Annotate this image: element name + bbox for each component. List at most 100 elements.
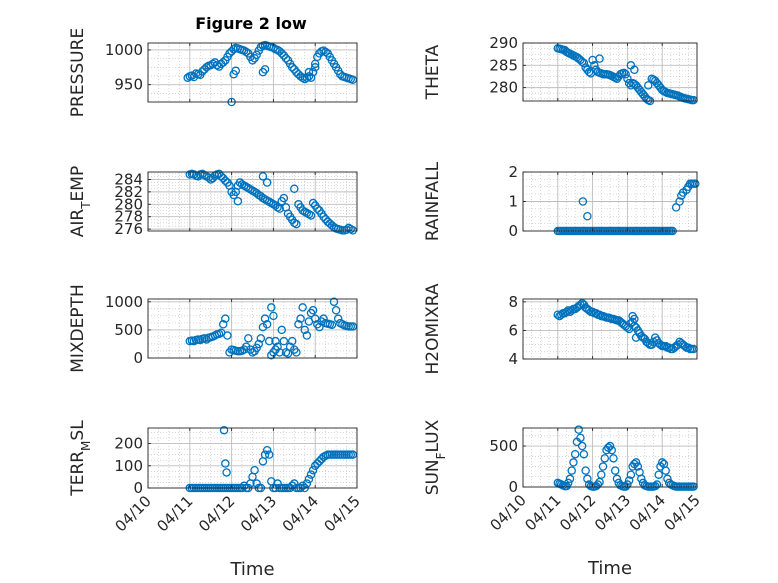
data-point [348, 75, 358, 85]
axes-box [522, 298, 698, 360]
data-point [590, 61, 599, 70]
data-point [298, 73, 307, 82]
y-tick-label: 8 [508, 293, 518, 311]
data-point [304, 474, 314, 484]
data-point [348, 226, 358, 235]
x-tick-label: 04/11 [521, 491, 564, 534]
data-point [258, 322, 268, 332]
subplot-h2omixra: 4 6 8 H2OMIXRA [423, 283, 698, 375]
data-point [308, 465, 318, 475]
data-point [290, 184, 299, 194]
data-point [576, 433, 585, 443]
data-point [279, 336, 289, 346]
x-tick-label: 04/15 [321, 492, 364, 535]
data-point [290, 479, 299, 488]
data-point [630, 321, 639, 331]
data-point [331, 305, 341, 315]
data-point [271, 336, 280, 346]
x-tick-label: 04/12 [195, 492, 238, 535]
y-axis-label: RAINFALL [423, 161, 443, 241]
figure-title: Figure 2 low [195, 14, 307, 33]
data-point [628, 317, 637, 327]
data-point [269, 311, 278, 321]
data-point [657, 458, 667, 467]
data-point [260, 314, 270, 323]
data-point [579, 449, 589, 459]
data-point [239, 46, 249, 55]
data-point [187, 71, 197, 80]
data-point [229, 44, 238, 54]
data-point [248, 56, 257, 65]
y-axis-label: SUNFLUX [423, 419, 448, 495]
data-point [231, 66, 241, 76]
data-point [258, 172, 268, 181]
data-point [348, 322, 358, 331]
grid [147, 172, 358, 231]
data-point [609, 454, 618, 463]
data-point [313, 459, 322, 468]
data-point [287, 63, 297, 72]
data-point [250, 465, 259, 475]
data-point [241, 47, 251, 57]
x-tick-label: 04/13 [591, 491, 634, 534]
y-tick-label: 0 [508, 222, 518, 240]
x-tick-label: 04/11 [153, 492, 196, 535]
y-tick-label: 280 [489, 79, 518, 97]
data-point [581, 466, 590, 475]
data-point [565, 474, 575, 484]
data-point [562, 307, 571, 317]
data-point [574, 425, 583, 434]
y-tick-label: 2 [508, 163, 518, 181]
y-tick-label: 276 [114, 220, 143, 238]
y-axis-label: TERRMSL [68, 420, 93, 497]
data-point [661, 466, 670, 475]
data-point [631, 458, 641, 467]
data-point [273, 342, 282, 352]
data-point [222, 468, 231, 477]
data-point [256, 334, 266, 343]
data-point [298, 303, 307, 312]
y-tick-label: 4 [508, 350, 518, 368]
data-point [593, 480, 603, 489]
subplot-mixdepth: 0 500 1000 MIXDEPTH [68, 284, 358, 373]
y-tick-label: 1000 [105, 41, 143, 59]
data-point [308, 198, 318, 208]
data-point [610, 466, 620, 475]
x-tick-label: 04/10 [487, 491, 530, 534]
data-point [652, 480, 662, 489]
data-point [583, 474, 592, 484]
data-point [342, 225, 351, 235]
data-point [202, 63, 211, 72]
y-tick-label: 278 [114, 208, 143, 226]
x-tick-label: 04/10 [112, 492, 155, 535]
subplot-rainfall: 0 1 2 RAINFALL [423, 161, 700, 241]
data-point [219, 425, 229, 435]
data-point [193, 172, 203, 181]
data-point [319, 314, 328, 323]
y-tick-label: 1000 [105, 293, 143, 311]
data-point [277, 49, 287, 58]
data-point [319, 46, 328, 55]
data-point [583, 211, 592, 221]
data-point [567, 466, 576, 475]
data-point [241, 342, 251, 352]
y-axis-label: MIXDEPTH [68, 284, 88, 373]
axes-box [147, 298, 358, 359]
data-point [206, 60, 215, 70]
data-point [597, 470, 606, 479]
data-point [623, 74, 632, 83]
data-point [630, 65, 639, 75]
data-point [637, 474, 646, 484]
data-point [296, 314, 305, 323]
data-point [569, 458, 578, 467]
data-point [275, 348, 284, 357]
data-point [306, 470, 316, 479]
data-point [308, 67, 318, 77]
x-tick-label: 04/13 [237, 492, 280, 535]
data-point [218, 58, 228, 67]
data-point [218, 320, 228, 329]
y-tick-label: 282 [114, 183, 143, 201]
data-point [264, 450, 274, 459]
